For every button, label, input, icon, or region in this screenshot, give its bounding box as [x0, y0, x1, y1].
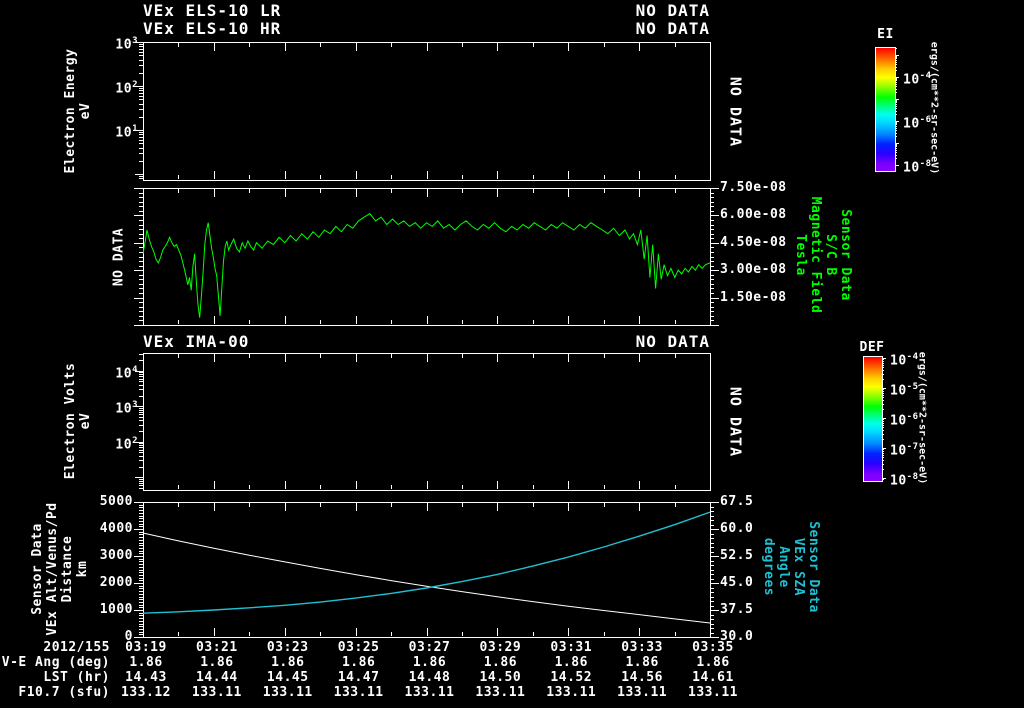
mag-ytick-label: 3.00e-08: [720, 262, 787, 277]
table-cell: 133.11: [546, 685, 597, 700]
ima-colorbar-tick-label: 10-8: [890, 472, 919, 489]
table-row-label: F10.7 (sfu): [18, 685, 110, 700]
mag-ytick-label: 7.50e-08: [720, 180, 787, 195]
sza-ytick-label: 67.5: [720, 494, 754, 509]
panel-title-els-hr: VEx ELS-10 HR: [143, 19, 282, 38]
mag-ytick-label: 4.50e-08: [720, 235, 787, 250]
sza-line: [142, 511, 711, 614]
table-row-label: V-E Ang (deg): [1, 655, 110, 670]
ima-colorbar-tick-label: 10-7: [890, 442, 919, 459]
table-cell: 1.86: [129, 655, 163, 670]
table-cell: 133.11: [262, 685, 313, 700]
time-tick-label: 03:29: [479, 640, 522, 655]
els-colorbar-title: EI: [877, 27, 894, 42]
table-cell: 14.52: [550, 670, 593, 685]
els-ytick-label: 102: [115, 80, 138, 97]
table-cell: 14.44: [196, 670, 238, 685]
time-tick-label: 03:25: [337, 640, 380, 655]
table-row-label: LST (hr): [43, 670, 110, 685]
table-cell: 1.86: [483, 655, 518, 670]
panel-border: [143, 188, 711, 326]
table-cell: 133.11: [688, 685, 738, 700]
table-cell: 14.56: [621, 670, 663, 685]
panel-border: [143, 42, 711, 181]
time-tick-label: 03:31: [550, 640, 593, 655]
ima-colorbar-tick-label: 10-4: [890, 352, 919, 369]
time-tick-label: 03:23: [266, 640, 309, 655]
els-colorbar-tick-label: 10-8: [903, 159, 932, 176]
table-cell: 14.47: [337, 670, 380, 685]
sza-ytick-label: 60.0: [720, 521, 754, 536]
table-cell: 14.50: [479, 670, 522, 685]
time-tick-label: 03:21: [196, 640, 238, 655]
els-colorbar-tick-label: 10-4: [903, 71, 932, 88]
x-axis-date-label: 2012/155: [43, 640, 110, 655]
status-els-lr: NO DATA: [635, 1, 710, 20]
status-els-hr: NO DATA: [635, 19, 710, 38]
table-cell: 133.11: [617, 685, 668, 700]
status-ima: NO DATA: [635, 332, 710, 351]
alt-ytick-label: 5000: [99, 494, 133, 509]
table-cell: 1.86: [696, 655, 730, 670]
table-cell: 1.86: [412, 655, 447, 670]
ima-ytick-label: 104: [115, 365, 138, 382]
ima-ytick-label: 103: [115, 400, 138, 417]
els-colorbar-tick-label: 10-6: [903, 115, 932, 132]
ima-colorbar-tick-label: 10-6: [890, 412, 919, 429]
table-cell: 1.86: [341, 655, 376, 670]
time-tick-label: 03:27: [408, 640, 451, 655]
altitude-line: [142, 532, 711, 624]
table-cell: 133.12: [121, 685, 171, 700]
els-colorbar: [875, 47, 896, 172]
panel-border: [143, 353, 711, 491]
mag-ytick-label: 6.00e-08: [720, 207, 787, 222]
table-cell: 14.48: [408, 670, 451, 685]
alt-ytick-label: 3000: [99, 548, 133, 563]
panel-title-ima: VEx IMA-00: [143, 332, 250, 351]
panel-border: [143, 502, 711, 638]
panel-title-els-lr: VEx ELS-10 LR: [143, 1, 282, 20]
ima-colorbar: [863, 356, 883, 482]
table-cell: 1.86: [271, 655, 305, 670]
table-cell: 133.11: [333, 685, 384, 700]
table-cell: 14.45: [266, 670, 309, 685]
els-ytick-label: 101: [115, 124, 138, 141]
sza-ytick-label: 52.5: [720, 548, 754, 563]
alt-ytick-label: 4000: [99, 521, 133, 536]
alt-ytick-label: 2000: [99, 575, 133, 590]
ima-colorbar-tick-label: 10-5: [890, 382, 919, 399]
els-colorbar-units: ergs/(cm**2-sr-sec-eV): [928, 41, 940, 175]
table-cell: 14.43: [125, 670, 167, 685]
els-no-data-overlay: NO DATA: [726, 76, 745, 148]
ima-no-data-overlay: NO DATA: [726, 386, 745, 458]
time-tick-label: 03:33: [621, 640, 663, 655]
els-ytick-label: 103: [115, 36, 138, 53]
table-cell: 14.61: [692, 670, 734, 685]
time-tick-label: 03:35: [692, 640, 734, 655]
mag-no-data-label: NO DATA: [111, 227, 127, 287]
mag-ytick-label: 1.50e-08: [720, 290, 787, 305]
sza-ytick-label: 45.0: [720, 575, 754, 590]
alt-ytick-label: 1000: [99, 602, 133, 617]
magnetic-field-line: [142, 212, 711, 318]
sza-ytick-label: 37.5: [720, 602, 754, 617]
els-y-axis-label: Electron Energy eV: [63, 48, 93, 174]
ima-ytick-label: 102: [115, 436, 138, 453]
time-tick-label: 03:19: [125, 640, 167, 655]
ima-colorbar-title: DEF: [859, 340, 885, 355]
table-cell: 1.86: [625, 655, 659, 670]
table-cell: 133.11: [475, 685, 526, 700]
table-cell: 1.86: [200, 655, 234, 670]
table-cell: 1.86: [554, 655, 588, 670]
table-cell: 133.11: [404, 685, 455, 700]
sza-ytick-label: 30.0: [720, 629, 754, 644]
table-cell: 133.11: [191, 685, 242, 700]
alt-ytick-label: 0: [124, 629, 133, 644]
